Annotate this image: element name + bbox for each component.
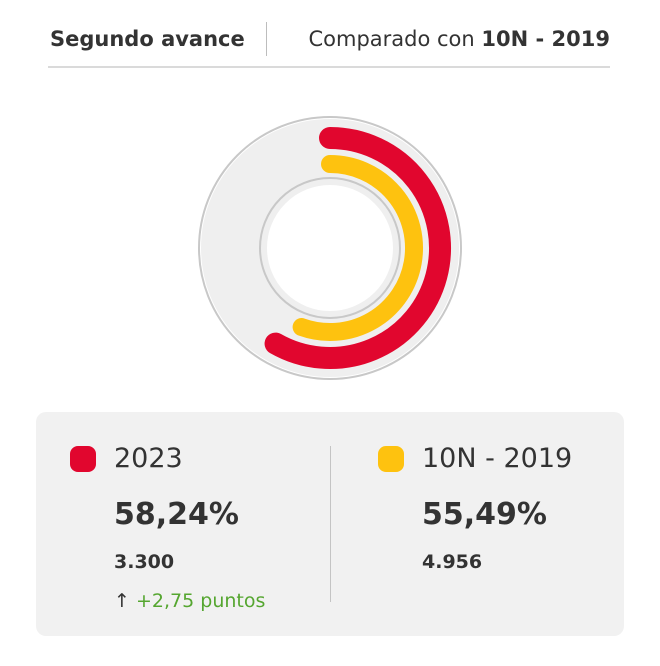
count-value: 3.300 (114, 551, 175, 573)
percentage-value: 58,24% (114, 497, 239, 532)
comparison-label: Comparado con 10N - 2019 (308, 27, 610, 51)
count-value: 4.956 (422, 551, 483, 573)
legend-label: 10N - 2019 (422, 443, 573, 474)
arrow-up-icon: ↑ (114, 590, 130, 612)
arc-10n-2019 (292, 155, 423, 341)
comparison-card: 2023 58,24% 3.300 ↑ +2,75 puntos 10N - 20… (36, 412, 624, 636)
yellow-swatch-icon (378, 446, 404, 472)
donut-outer-outline (198, 116, 462, 380)
comparison-target: 10N - 2019 (481, 27, 610, 51)
donut-inner-outline (259, 177, 401, 319)
change-value: +2,75 puntos (136, 590, 266, 612)
comparison-prefix: Comparado con (308, 27, 475, 51)
participation-donut-chart (198, 116, 462, 380)
card-divider (330, 446, 331, 602)
arc-2023 (264, 127, 451, 369)
header-divider (266, 22, 267, 56)
current-results: 2023 58,24% 3.300 ↑ +2,75 puntos (70, 412, 330, 636)
red-swatch-icon (70, 446, 96, 472)
legend-label: 2023 (114, 443, 183, 474)
change-indicator: ↑ +2,75 puntos (114, 590, 265, 612)
previous-results: 10N - 2019 55,49% 4.956 (378, 412, 618, 636)
header: Segundo avance Comparado con 10N - 2019 (48, 18, 610, 68)
percentage-value: 55,49% (422, 497, 547, 532)
donut-track (201, 119, 459, 377)
page-title: Segundo avance (50, 27, 245, 51)
